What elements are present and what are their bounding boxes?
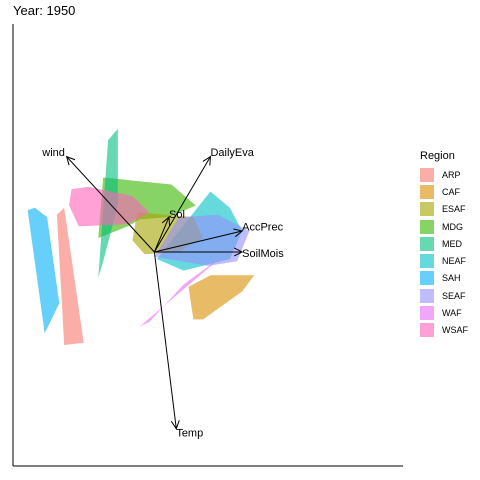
legend-key-sah xyxy=(420,271,434,286)
arrow-label-sol: Sol xyxy=(169,209,185,221)
hull-sah xyxy=(27,207,60,334)
hull-arp xyxy=(56,207,84,345)
legend-item-wsaf: WSAF xyxy=(420,322,480,339)
legend-title: Region xyxy=(420,150,455,162)
legend-label-caf: CAF xyxy=(442,186,460,197)
loading-arrow-dailyeva xyxy=(153,157,210,253)
arrows-layer: wind DailyEva Sol AccPrec SoilMois Temp xyxy=(41,147,284,439)
legend-key-waf xyxy=(420,306,434,321)
legend-item-caf: CAF xyxy=(420,183,480,200)
legend-label-esaf: ESAF xyxy=(442,204,466,215)
legend-key-neaf xyxy=(420,254,434,269)
legend-label-arp: ARP xyxy=(442,169,461,180)
legend-item-seaf: SEAF xyxy=(420,287,480,304)
legend-label-seaf: SEAF xyxy=(442,290,466,301)
legend-key-med xyxy=(420,236,434,251)
hull-caf xyxy=(188,275,255,320)
legend-key-seaf xyxy=(420,288,434,303)
hull-wsaf xyxy=(69,186,150,227)
legend-key-arp xyxy=(420,167,434,182)
legend-label-med: MED xyxy=(442,238,462,249)
loading-arrow-accprec xyxy=(154,231,242,253)
legend-key-caf xyxy=(420,184,434,199)
axes-layer xyxy=(12,24,403,467)
arrow-label-soilmois: SoilMois xyxy=(242,248,284,260)
chart-title: Year: 1950 xyxy=(13,3,76,18)
legend-label-neaf: NEAF xyxy=(442,256,467,267)
legend-key-wsaf xyxy=(420,323,434,338)
legend-label-sah: SAH xyxy=(442,273,461,284)
legend-item-sah: SAH xyxy=(420,270,480,287)
arrow-label-dailyeva: DailyEva xyxy=(210,147,254,159)
legend-key-esaf xyxy=(420,202,434,217)
legend-item-med: MED xyxy=(420,235,480,252)
legend-label-waf: WAF xyxy=(442,308,462,319)
arrow-label-temp: Temp xyxy=(176,427,203,439)
hull-waf xyxy=(139,238,243,327)
legend-label-wsaf: WSAF xyxy=(442,325,468,336)
hulls-layer xyxy=(27,128,255,345)
loading-arrow-temp xyxy=(153,251,176,429)
arrow-label-wind: wind xyxy=(41,147,65,159)
legend-item-arp: ARP xyxy=(420,166,480,183)
legend-item-neaf: NEAF xyxy=(420,252,480,269)
legend: Region ARP CAF ESAF MDG MED NEAF SAH SEAF WAF WSA… xyxy=(420,150,480,339)
loading-arrow-sol xyxy=(153,217,169,253)
arrow-label-accprec: AccPrec xyxy=(242,222,283,234)
legend-item-esaf: ESAF xyxy=(420,201,480,218)
legend-items: ARP CAF ESAF MDG MED NEAF SAH SEAF WAF WSAF xyxy=(420,166,480,339)
legend-item-mdg: MDG xyxy=(420,218,480,235)
loading-arrow-wind xyxy=(67,157,155,253)
legend-key-mdg xyxy=(420,219,434,234)
legend-item-waf: WAF xyxy=(420,304,480,321)
legend-label-mdg: MDG xyxy=(442,221,463,232)
